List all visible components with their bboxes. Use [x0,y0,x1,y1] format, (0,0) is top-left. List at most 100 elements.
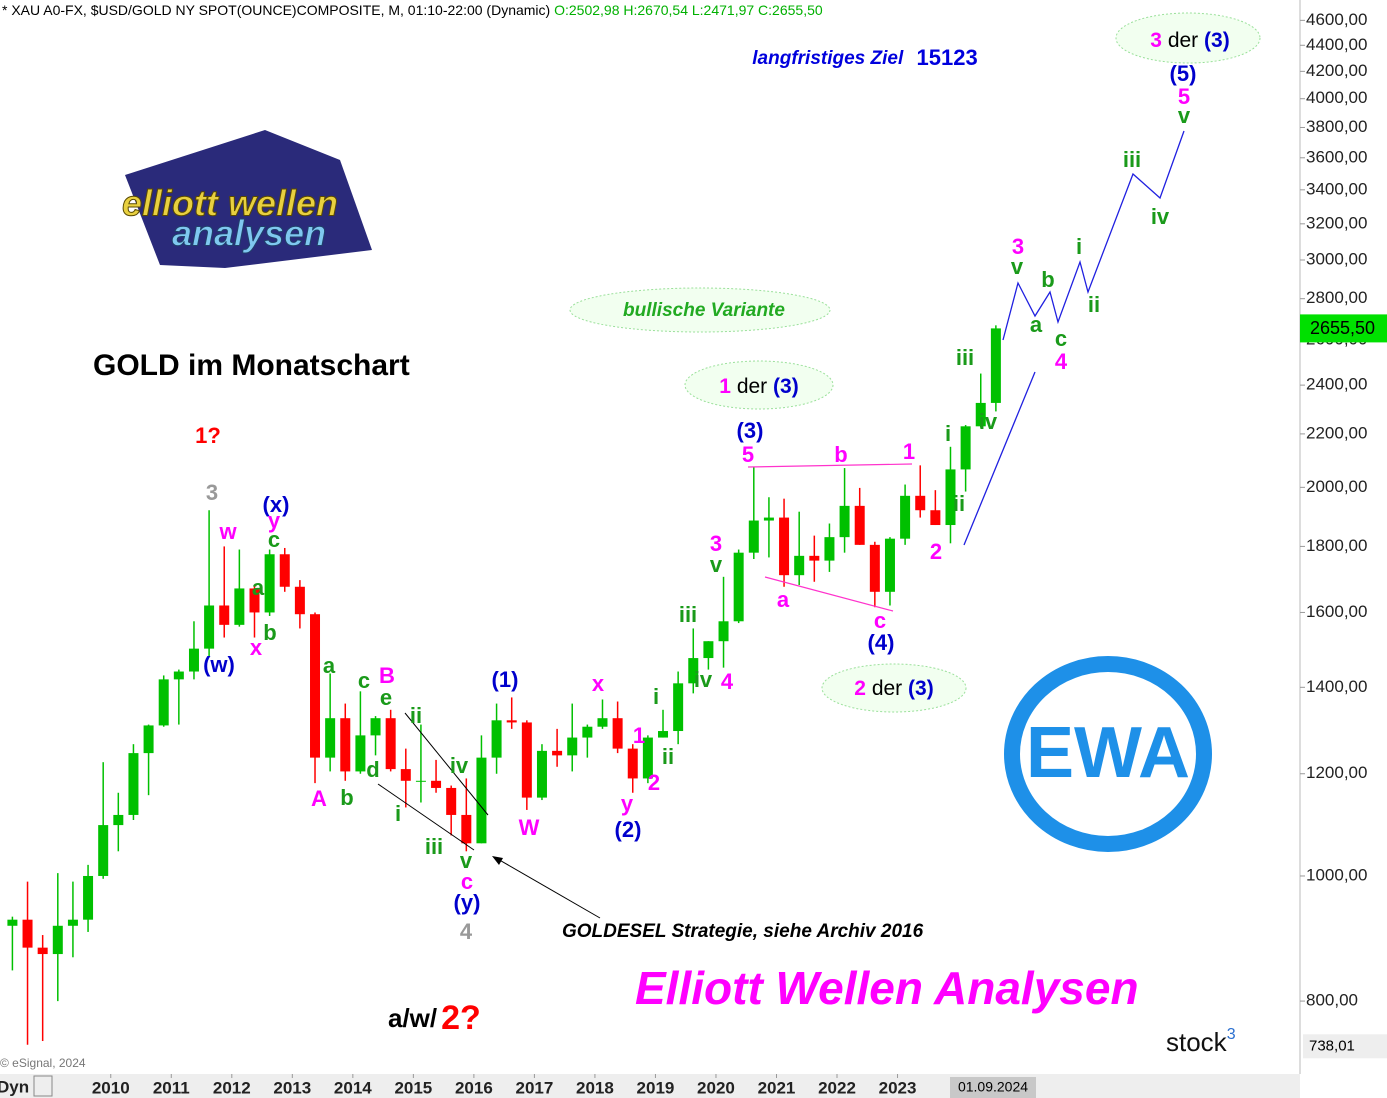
candle-body [67,919,78,926]
candle-body [461,814,472,844]
wedge-line [377,783,475,851]
wave-label: (2) [615,817,642,842]
candle-body [748,520,759,553]
wave-label: b [340,785,353,810]
candle-body [355,735,366,772]
bubble-wave: 1 [719,375,731,398]
bubble-wave: 3 [1150,29,1162,52]
wave-label: i [395,801,401,826]
wave-label: iii [679,602,697,627]
candle-body [552,750,563,756]
candle-body [188,648,199,672]
y-tick-label: 3400,00 [1306,179,1367,198]
bubble-word: der [737,375,767,398]
candle-body [294,586,305,615]
bubble-word: der [1168,29,1198,52]
grid [110,19,1305,1078]
x-tick-label: 2015 [394,1078,432,1097]
candle-body [688,658,699,684]
candle-body [930,510,941,526]
dyn-label: Dyn [0,1077,29,1096]
x-tick-label: 2019 [637,1078,675,1097]
ewa-ring [1004,656,1212,852]
target: langfristiges Ziel 15123 [752,45,977,70]
header-symbol: * XAU A0-FX, $USD/GOLD NY SPOT(OUNCE)COM… [2,2,550,18]
candle-body [809,555,820,561]
candle-body [249,588,260,613]
y-tick-label: 3000,00 [1306,249,1367,268]
candle-body [83,875,94,920]
y-tick-label: 4200,00 [1306,61,1367,80]
candle-body [642,737,653,779]
candle-body [794,555,805,576]
y-tick-label: 3600,00 [1306,147,1367,166]
wave-label: i [653,684,659,709]
candle-body [98,825,109,876]
bottom-note-mark: 2? [441,999,481,1037]
date-label: 01.09.2024 [958,1079,1028,1095]
candle-body [219,605,230,625]
y-tick-label: 3200,00 [1306,213,1367,232]
candle-body [612,718,623,749]
candle-body [884,538,895,592]
bottom-note: a/w/2? [388,999,481,1037]
wave-label: 5 [1178,84,1190,109]
logo: elliott wellen analysen [122,130,372,268]
candle-body [627,748,638,779]
candle-body [582,726,593,738]
candle-body [506,720,517,723]
wave-label: iii [425,834,443,859]
wave-label: x [250,635,263,660]
candle-body [975,402,986,427]
x-tick-label: 2012 [213,1078,251,1097]
x-tick-label: 2021 [758,1078,796,1097]
candle-body [869,544,880,592]
wave-label: 2 [930,539,942,564]
candle-body [52,925,63,955]
wave-label: 3 [206,480,218,505]
wave-label: W [519,815,540,840]
candle-body [234,588,245,625]
bubble-degree: (3) [1204,29,1230,52]
candle-body [990,328,1001,403]
wave-label: A [311,786,327,811]
wave-label: ii [1088,292,1100,317]
wave-label: y [621,791,634,816]
candle-body [521,722,532,798]
x-tick-label: 2013 [273,1078,311,1097]
wave-label: v [460,848,473,873]
wave-label: 1? [195,423,221,448]
wave-label: iii [1123,147,1141,172]
bubble [684,360,834,410]
bubble-text: 1 der (3) [719,375,798,398]
bubble-degree: (3) [908,677,934,700]
candle-body [7,919,18,926]
y-tick-label: 2000,00 [1306,477,1367,496]
y-tick-label: 4600,00 [1306,10,1367,29]
candle-body [915,495,926,511]
bubble-text: 2 der (3) [854,677,933,700]
wave-label: e [380,685,392,710]
bubble-text: bullische Variante [623,300,785,321]
wave-label: 4 [1055,349,1068,374]
wave-label: iv [1151,204,1170,229]
candle-body [158,679,169,726]
projection-path [1002,130,1185,341]
logo-line2: analysen [172,213,326,254]
y-tick-label: 1200,00 [1306,763,1367,782]
candle-body [204,605,215,649]
wave-label: c [358,668,370,693]
wave-label: (3) [737,418,764,443]
wave-label: 4 [460,919,473,944]
candle-body [340,718,351,772]
wave-label: v [710,552,723,577]
wave-label: b [263,620,276,645]
wave-label: 5 [742,442,754,467]
candle-body [22,919,33,948]
triangle-line [747,463,913,468]
candle-body [703,641,714,659]
candle-body [900,495,911,539]
lock-icon [33,1075,53,1097]
wave-label: ii [662,744,674,769]
wave-label: 1 [903,439,915,464]
